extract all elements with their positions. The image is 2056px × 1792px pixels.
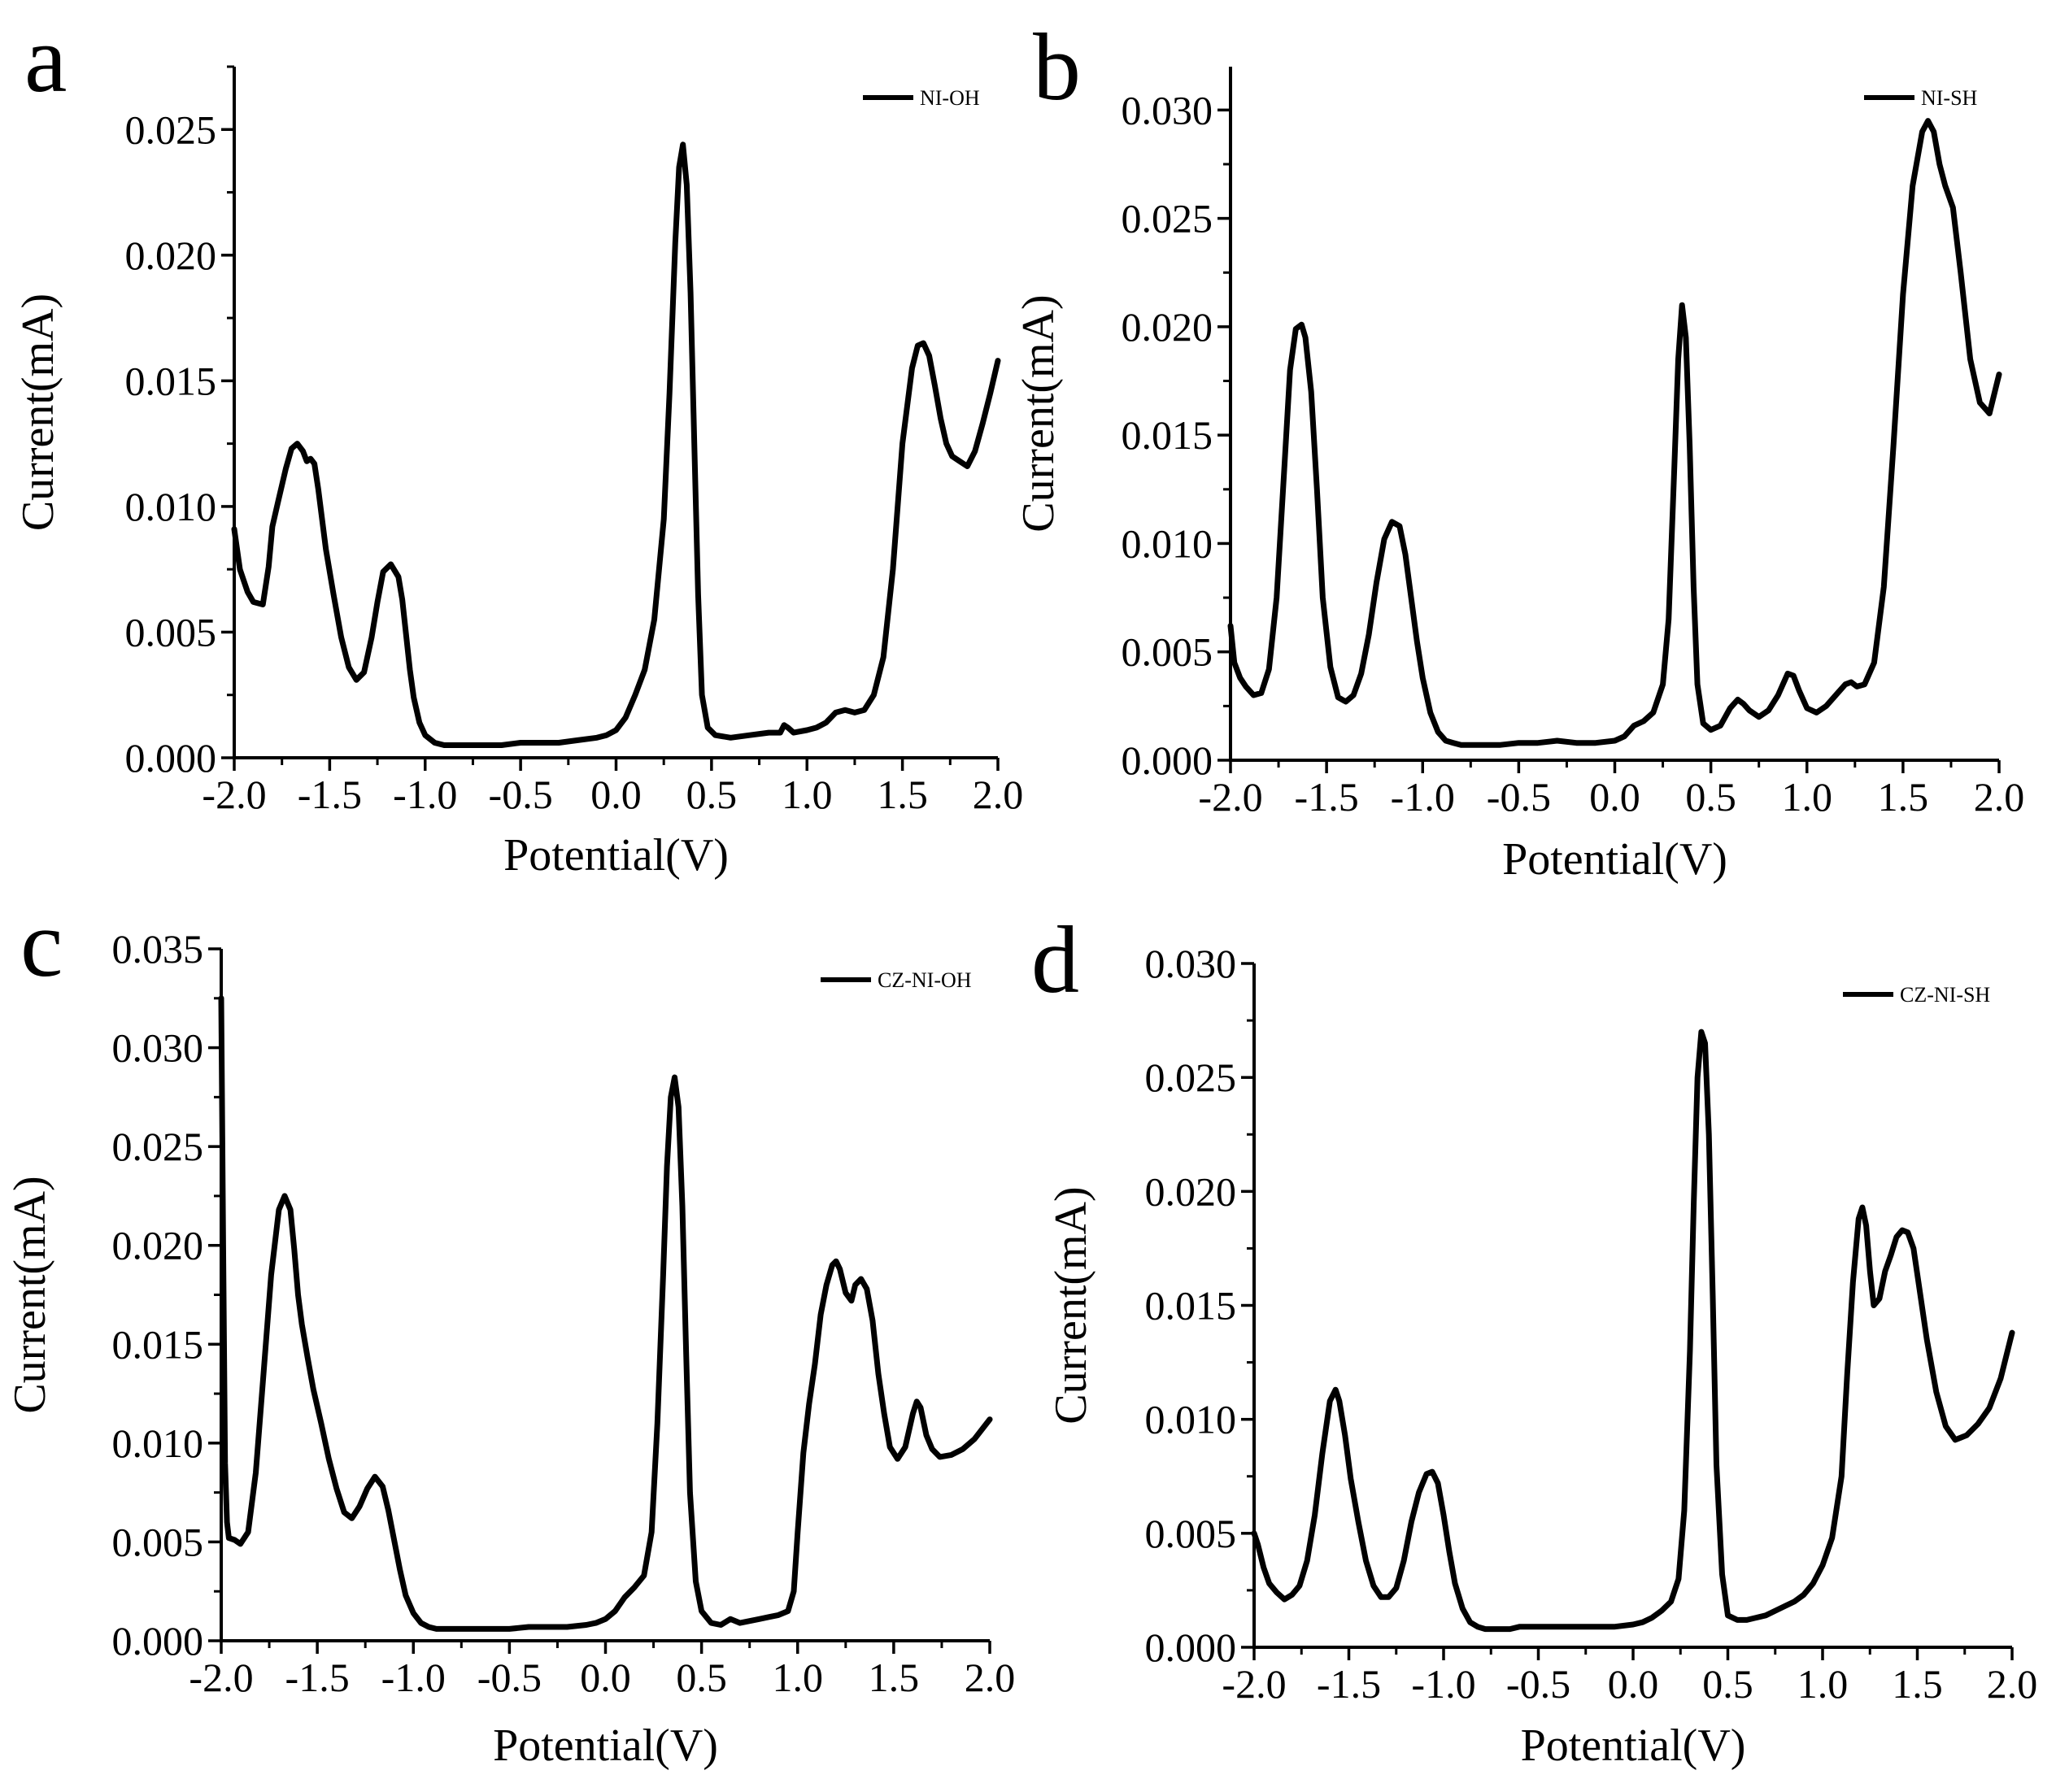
y-tick-label: 0.025 — [125, 107, 217, 152]
x-tick-label: -2.0 — [189, 1655, 253, 1700]
x-tick-label: 1.0 — [782, 772, 833, 817]
x-tick-label: -0.5 — [1506, 1661, 1570, 1707]
x-tick-label: -1.5 — [298, 772, 362, 817]
x-tick-label: -1.0 — [1391, 774, 1455, 820]
x-tick-label: -1.5 — [1317, 1661, 1381, 1707]
y-tick-label: 0.020 — [112, 1223, 204, 1268]
chart-panel-b: b -2.0 -1.5 -1.0 -0.5 0.0 0.5 1.0 1.5 2.0 0.000 0.0… — [1013, 14, 2024, 885]
y-tick-label: 0.015 — [125, 358, 217, 403]
x-tick-label: 0.5 — [686, 772, 738, 817]
x-axis-title: Potential(V) — [1502, 834, 1727, 885]
chart-panel-c: c -2.0 -1.5 -1.0 -0.5 0.0 0.5 1.0 1.5 2.0 0.000 0.0… — [5, 890, 1015, 1771]
y-tick-label: 0.000 — [112, 1618, 204, 1664]
y-tick-label: 0.010 — [112, 1420, 204, 1466]
x-tick-label: 0.5 — [1685, 774, 1736, 820]
x-tick-label: -1.0 — [1411, 1661, 1475, 1707]
x-tick-label: -1.0 — [393, 772, 457, 817]
x-tick-label: 2.0 — [1974, 774, 2025, 820]
y-tick-label: 0.015 — [1145, 1283, 1237, 1329]
x-tick-label: -0.5 — [489, 772, 553, 817]
y-tick-label: 0.020 — [125, 233, 217, 278]
panel-letter: d — [1031, 907, 1079, 1013]
x-tick-label: -1.0 — [381, 1655, 446, 1700]
x-tick-label: 0.5 — [1702, 1661, 1753, 1707]
y-tick-label: 0.025 — [112, 1124, 204, 1169]
y-tick-label: 0.005 — [1145, 1511, 1237, 1556]
panel-letter: a — [24, 6, 67, 112]
y-tick-label: 0.020 — [1145, 1168, 1237, 1214]
x-tick-label: 0.0 — [1589, 774, 1640, 820]
y-tick-label: 0.035 — [112, 926, 204, 972]
y-tick-label: 0.005 — [125, 609, 217, 655]
x-tick-label: 2.0 — [1987, 1661, 2038, 1707]
y-axis-title: Current(mA) — [5, 1176, 55, 1413]
x-tick-label: 1.0 — [1782, 774, 1833, 820]
legend-label: NI-SH — [1921, 86, 1978, 110]
x-tick-label: 0.5 — [676, 1655, 727, 1700]
x-tick-label: 2.0 — [965, 1655, 1016, 1700]
y-tick-label: 0.015 — [1122, 412, 1213, 458]
y-axis-title: Current(mA) — [1046, 1186, 1096, 1424]
y-tick-label: 0.020 — [1122, 304, 1213, 350]
y-tick-label: 0.010 — [1145, 1397, 1237, 1442]
x-tick-label: 0.0 — [580, 1655, 631, 1700]
x-tick-label: -1.5 — [285, 1655, 350, 1700]
x-tick-label: 2.0 — [973, 772, 1024, 817]
x-axis-title: Potential(V) — [503, 830, 729, 881]
x-tick-label: 1.5 — [1892, 1661, 1943, 1707]
x-tick-label: -2.0 — [1198, 774, 1262, 820]
y-axis-title: Current(mA) — [13, 294, 63, 531]
x-tick-label: 1.5 — [869, 1655, 920, 1700]
series-line-cz-ni-oh — [218, 995, 993, 1632]
x-tick-label: 0.0 — [590, 772, 642, 817]
y-tick-label: 0.000 — [125, 735, 217, 781]
x-tick-label: 0.0 — [1608, 1661, 1659, 1707]
x-tick-label: 1.5 — [877, 772, 928, 817]
legend-label: CZ-NI-OH — [878, 968, 972, 992]
legend-label: CZ-NI-SH — [1900, 983, 1990, 1007]
x-tick-label: 1.0 — [773, 1655, 824, 1700]
y-tick-label: 0.030 — [1145, 941, 1237, 986]
x-tick-label: -1.5 — [1295, 774, 1359, 820]
y-tick-label: 0.015 — [112, 1321, 204, 1367]
x-tick-label: 1.0 — [1797, 1661, 1849, 1707]
panel-letter: b — [1033, 14, 1081, 120]
x-axis-title: Potential(V) — [1521, 1720, 1746, 1771]
chart-panel-d: d -2.0 -1.5 -1.0 -0.5 0.0 0.5 1.0 1.5 2.0 0.000 0.0… — [1031, 907, 2037, 1771]
legend-label: NI-OH — [920, 86, 980, 110]
y-tick-label: 0.005 — [1122, 629, 1213, 675]
series-line-cz-ni-sh — [1251, 1029, 2015, 1633]
y-tick-label: 0.025 — [1122, 196, 1213, 241]
x-tick-label: -2.0 — [1222, 1661, 1286, 1707]
y-tick-label: 0.030 — [112, 1025, 204, 1071]
y-tick-label: 0.010 — [1122, 520, 1213, 566]
chart-panel-a: a -2.0 -1.5 -1.0 -0.5 0.0 0.5 1.0 1.5 2.0 0.000 0.0… — [13, 6, 1023, 881]
x-axis-title: Potential(V) — [493, 1720, 718, 1771]
series-line-ni-sh — [1227, 118, 2002, 748]
series-line-ni-oh — [231, 141, 1001, 748]
x-tick-label: 1.5 — [1878, 774, 1929, 820]
y-tick-label: 0.025 — [1145, 1055, 1237, 1100]
y-tick-label: 0.005 — [112, 1519, 204, 1564]
x-tick-label: -0.5 — [1487, 774, 1551, 820]
y-tick-label: 0.010 — [125, 484, 217, 529]
y-axis-title: Current(mA) — [1013, 294, 1064, 532]
y-tick-label: 0.000 — [1122, 737, 1213, 783]
panel-letter: c — [20, 890, 63, 997]
y-tick-label: 0.030 — [1122, 87, 1213, 133]
x-tick-label: -0.5 — [477, 1655, 542, 1700]
x-tick-label: -2.0 — [202, 772, 266, 817]
y-tick-label: 0.000 — [1145, 1625, 1237, 1670]
